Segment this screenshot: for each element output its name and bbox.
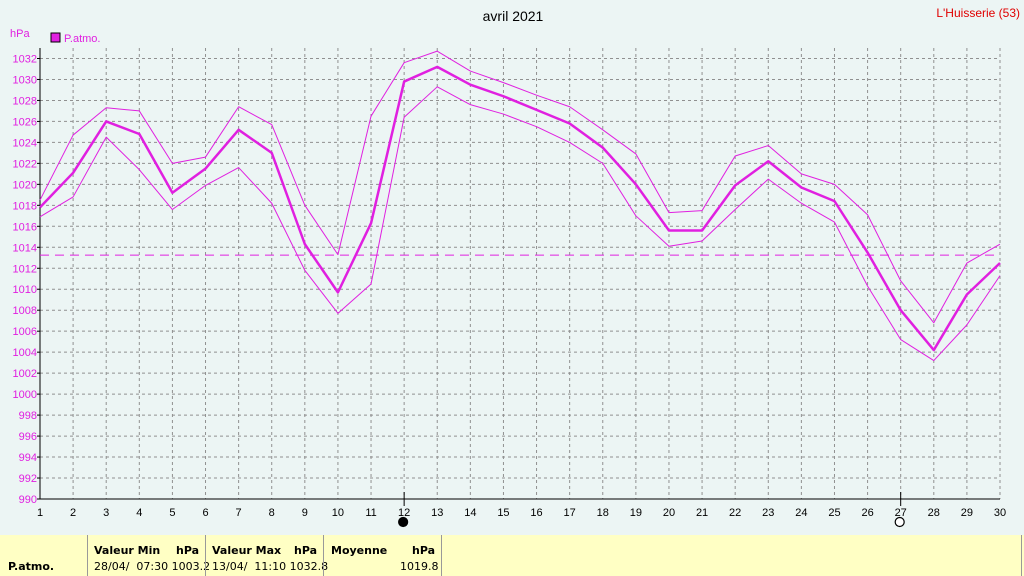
x-tick-label: 13 (431, 507, 443, 519)
stats-row-label: P.atmo. (8, 560, 55, 573)
y-tick-label: 992 (19, 473, 37, 485)
y-tick-label: 1014 (13, 242, 37, 254)
new-moon-icon (398, 516, 409, 528)
y-tick-label: 1000 (13, 389, 37, 401)
y-tick-label: 1020 (13, 179, 37, 191)
y-tick-label: 1032 (13, 53, 37, 65)
max-header: Valeur Max (212, 544, 282, 557)
station-label: L'Huisserie (53) (936, 6, 1020, 20)
stats-divider (323, 535, 324, 576)
x-tick-label: 23 (762, 507, 774, 519)
series-line-max (39, 50, 1001, 324)
y-tick-label: 1022 (13, 158, 37, 170)
y-tick-label: 1004 (13, 347, 37, 359)
series-line-min (39, 86, 1001, 362)
x-tick-label: 7 (236, 507, 242, 519)
y-tick-label: 1010 (13, 284, 37, 296)
grid (39, 48, 1001, 500)
stats-divider (441, 535, 442, 576)
x-tick-label: 8 (269, 507, 275, 519)
y-tick-label: 1018 (13, 200, 37, 212)
y-tick-label: 1024 (13, 137, 37, 149)
x-tick-label: 18 (597, 507, 609, 519)
x-tick-label: 10 (332, 507, 344, 519)
y-tick-label: 994 (19, 452, 37, 464)
x-tick-label: 6 (202, 507, 208, 519)
mean-unit: hPa (412, 544, 436, 557)
y-tick-label: 1008 (13, 305, 37, 317)
y-tick-label: 996 (19, 431, 37, 443)
moon-phases (398, 492, 905, 528)
y-tick-label: 1006 (13, 326, 37, 338)
stats-divider (205, 535, 206, 576)
x-tick-label: 24 (795, 507, 807, 519)
legend-swatch (50, 32, 61, 43)
stats-panel: P.atmo. Valeur Min hPa 28/04/ 07:30 1003… (0, 535, 1024, 576)
x-tick-label: 2 (70, 507, 76, 519)
y-axis-unit: hPa (10, 28, 30, 40)
y-tick-label: 1028 (13, 95, 37, 107)
y-tick-label: 1012 (13, 263, 37, 275)
x-tick-label: 14 (464, 507, 476, 519)
y-tick-label: 1016 (13, 221, 37, 233)
max-unit: hPa (294, 544, 318, 557)
legend-entry: P.atmo. (64, 33, 101, 45)
full-moon-icon (894, 516, 905, 528)
x-tick-label: 15 (497, 507, 509, 519)
y-tick-label: 998 (19, 410, 37, 422)
min-unit: hPa (176, 544, 200, 557)
y-tick-label: 990 (19, 494, 37, 506)
x-tick-label: 29 (961, 507, 973, 519)
x-tick-label: 28 (928, 507, 940, 519)
series-line-mean (39, 65, 1001, 352)
x-tick-label: 12 (398, 507, 410, 519)
series-lines (39, 50, 1001, 362)
min-header: Valeur Min (94, 544, 161, 557)
x-tick-label: 27 (895, 507, 907, 519)
x-tick-label: 3 (103, 507, 109, 519)
x-tick-label: 21 (696, 507, 708, 519)
x-tick-label: 19 (630, 507, 642, 519)
plot-area (40, 48, 1000, 499)
x-tick-label: 9 (302, 507, 308, 519)
x-tick-label: 5 (169, 507, 175, 519)
x-tick-labels: 1 2 3 4 5 6 7 8 9 10 11 12 13 14 15 16 17 18 19 20 21 22 23 24 2… (37, 507, 1006, 519)
min-value: 28/04/ 07:30 1003.2 (94, 560, 211, 573)
chart-title: avril 2021 (483, 8, 544, 24)
y-tick-label: 1002 (13, 368, 37, 380)
x-tick-label: 4 (136, 507, 142, 519)
x-tick-label: 26 (861, 507, 873, 519)
x-tick-label: 17 (564, 507, 576, 519)
x-tick-label: 30 (994, 507, 1006, 519)
stats-divider (1021, 535, 1022, 576)
mean-value: 1019.8 (400, 560, 439, 573)
max-value: 13/04/ 11:10 1032.8 (212, 560, 329, 573)
stats-divider (87, 535, 88, 576)
y-tick-label: 1030 (13, 74, 37, 86)
mean-header: Moyenne (331, 544, 388, 557)
pressure-chart: 9909929949969981000100210041006100810101… (10, 6, 1020, 528)
y-tick-label: 1026 (13, 116, 37, 128)
y-tick-labels: 990 992 994 996 998 1000 1002 1004 1006 1008 1010 1… (13, 53, 40, 506)
x-tick-label: 25 (828, 507, 840, 519)
x-tick-label: 20 (663, 507, 675, 519)
x-tick-label: 1 (37, 507, 43, 519)
x-tick-label: 22 (729, 507, 741, 519)
x-tick-label: 16 (530, 507, 542, 519)
x-tick-label: 11 (365, 507, 376, 519)
